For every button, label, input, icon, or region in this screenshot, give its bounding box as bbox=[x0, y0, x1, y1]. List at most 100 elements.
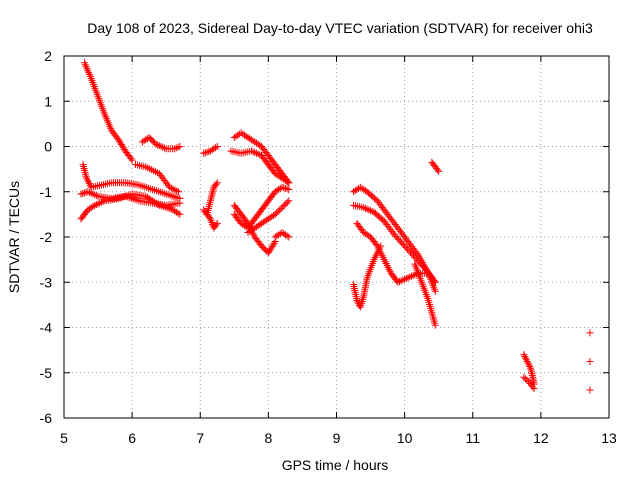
data-point bbox=[359, 294, 367, 302]
data-point bbox=[92, 192, 100, 200]
y-tick-label: -5 bbox=[40, 365, 53, 381]
data-point bbox=[401, 242, 409, 250]
data-point bbox=[99, 198, 107, 206]
data-point bbox=[252, 149, 260, 157]
data-point bbox=[92, 201, 100, 209]
data-point bbox=[166, 191, 174, 199]
data-point bbox=[212, 221, 220, 229]
data-point bbox=[398, 239, 406, 247]
data-point bbox=[174, 188, 182, 196]
data-point bbox=[152, 140, 160, 148]
data-point bbox=[84, 188, 92, 196]
data-point bbox=[406, 273, 414, 281]
data-point bbox=[251, 149, 259, 157]
data-point bbox=[176, 143, 184, 150]
data-point bbox=[277, 204, 285, 212]
data-point bbox=[84, 178, 92, 186]
data-point bbox=[274, 207, 282, 215]
data-point bbox=[402, 244, 410, 252]
data-point bbox=[212, 144, 220, 152]
data-point bbox=[524, 359, 532, 367]
data-point bbox=[412, 255, 420, 263]
data-point bbox=[435, 167, 443, 175]
data-point bbox=[137, 182, 145, 190]
data-point bbox=[393, 234, 401, 242]
data-point bbox=[285, 197, 293, 205]
data-point bbox=[203, 148, 211, 156]
data-point bbox=[526, 363, 534, 371]
x-axis-label: GPS time / hours bbox=[282, 457, 389, 473]
data-point bbox=[158, 189, 166, 197]
data-point bbox=[399, 276, 407, 284]
y-tick-label: -1 bbox=[40, 184, 53, 200]
y-tick-label: -2 bbox=[40, 229, 53, 245]
data-point bbox=[285, 179, 293, 187]
data-point bbox=[392, 232, 400, 240]
data-point bbox=[377, 242, 385, 250]
data-point bbox=[154, 141, 162, 149]
data-point bbox=[285, 185, 293, 193]
data-point bbox=[174, 209, 182, 217]
data-point bbox=[279, 203, 287, 211]
y-axis-label: SDTVAR / TECUs bbox=[6, 181, 22, 293]
x-tick-label: 10 bbox=[397, 430, 413, 446]
data-point bbox=[157, 143, 165, 150]
data-point bbox=[127, 155, 135, 163]
data-point bbox=[525, 361, 533, 369]
x-tick-label: 11 bbox=[465, 430, 480, 446]
data-point bbox=[522, 354, 530, 362]
data-point bbox=[360, 204, 368, 212]
data-point bbox=[200, 149, 208, 157]
data-point bbox=[86, 189, 94, 197]
data-point bbox=[278, 183, 286, 191]
data-point bbox=[522, 356, 530, 364]
x-tick-label: 7 bbox=[196, 430, 204, 446]
data-point bbox=[280, 201, 288, 209]
data-point bbox=[86, 181, 94, 189]
data-point bbox=[408, 250, 416, 258]
data-point bbox=[208, 219, 216, 227]
data-point bbox=[141, 183, 149, 191]
data-point bbox=[139, 182, 147, 190]
data-point bbox=[247, 147, 255, 155]
y-tick-label: 2 bbox=[44, 48, 52, 64]
x-tick-label: 9 bbox=[333, 430, 341, 446]
data-point bbox=[285, 233, 293, 241]
y-tick-label: 0 bbox=[44, 139, 52, 155]
data-point bbox=[128, 156, 136, 164]
x-tick-label: 13 bbox=[601, 430, 617, 446]
data-point bbox=[135, 181, 143, 189]
data-point bbox=[176, 199, 184, 207]
x-tick-label: 12 bbox=[533, 430, 549, 446]
data-point bbox=[407, 272, 415, 280]
x-tick-label: 5 bbox=[60, 430, 68, 446]
data-point bbox=[213, 143, 221, 150]
data-point bbox=[169, 185, 177, 193]
data-point bbox=[89, 190, 97, 198]
data-point bbox=[520, 351, 528, 359]
data-point bbox=[396, 237, 404, 245]
data-point bbox=[172, 144, 180, 152]
data-point bbox=[205, 148, 213, 156]
data-point bbox=[413, 249, 421, 257]
data-point bbox=[283, 232, 291, 240]
data-point bbox=[154, 187, 162, 195]
data-point bbox=[405, 247, 413, 255]
data-point bbox=[82, 174, 90, 182]
data-point bbox=[97, 198, 105, 206]
y-axis-tick-labels: 2 1 0 -1 -2 -3 -4 -5 -6 bbox=[40, 48, 53, 426]
data-point bbox=[213, 219, 221, 227]
data-points bbox=[77, 59, 594, 394]
data-point bbox=[282, 200, 290, 208]
data-point bbox=[160, 189, 168, 197]
data-point bbox=[276, 206, 284, 214]
data-point bbox=[159, 143, 167, 151]
data-point bbox=[409, 271, 417, 279]
data-point bbox=[417, 260, 425, 268]
data-point bbox=[367, 207, 375, 215]
data-point bbox=[395, 236, 403, 244]
x-axis-tick-labels: 5 6 7 8 9 10 11 12 13 bbox=[60, 430, 617, 446]
data-point bbox=[431, 287, 439, 295]
x-tick-label: 6 bbox=[128, 430, 136, 446]
data-point bbox=[173, 187, 181, 195]
